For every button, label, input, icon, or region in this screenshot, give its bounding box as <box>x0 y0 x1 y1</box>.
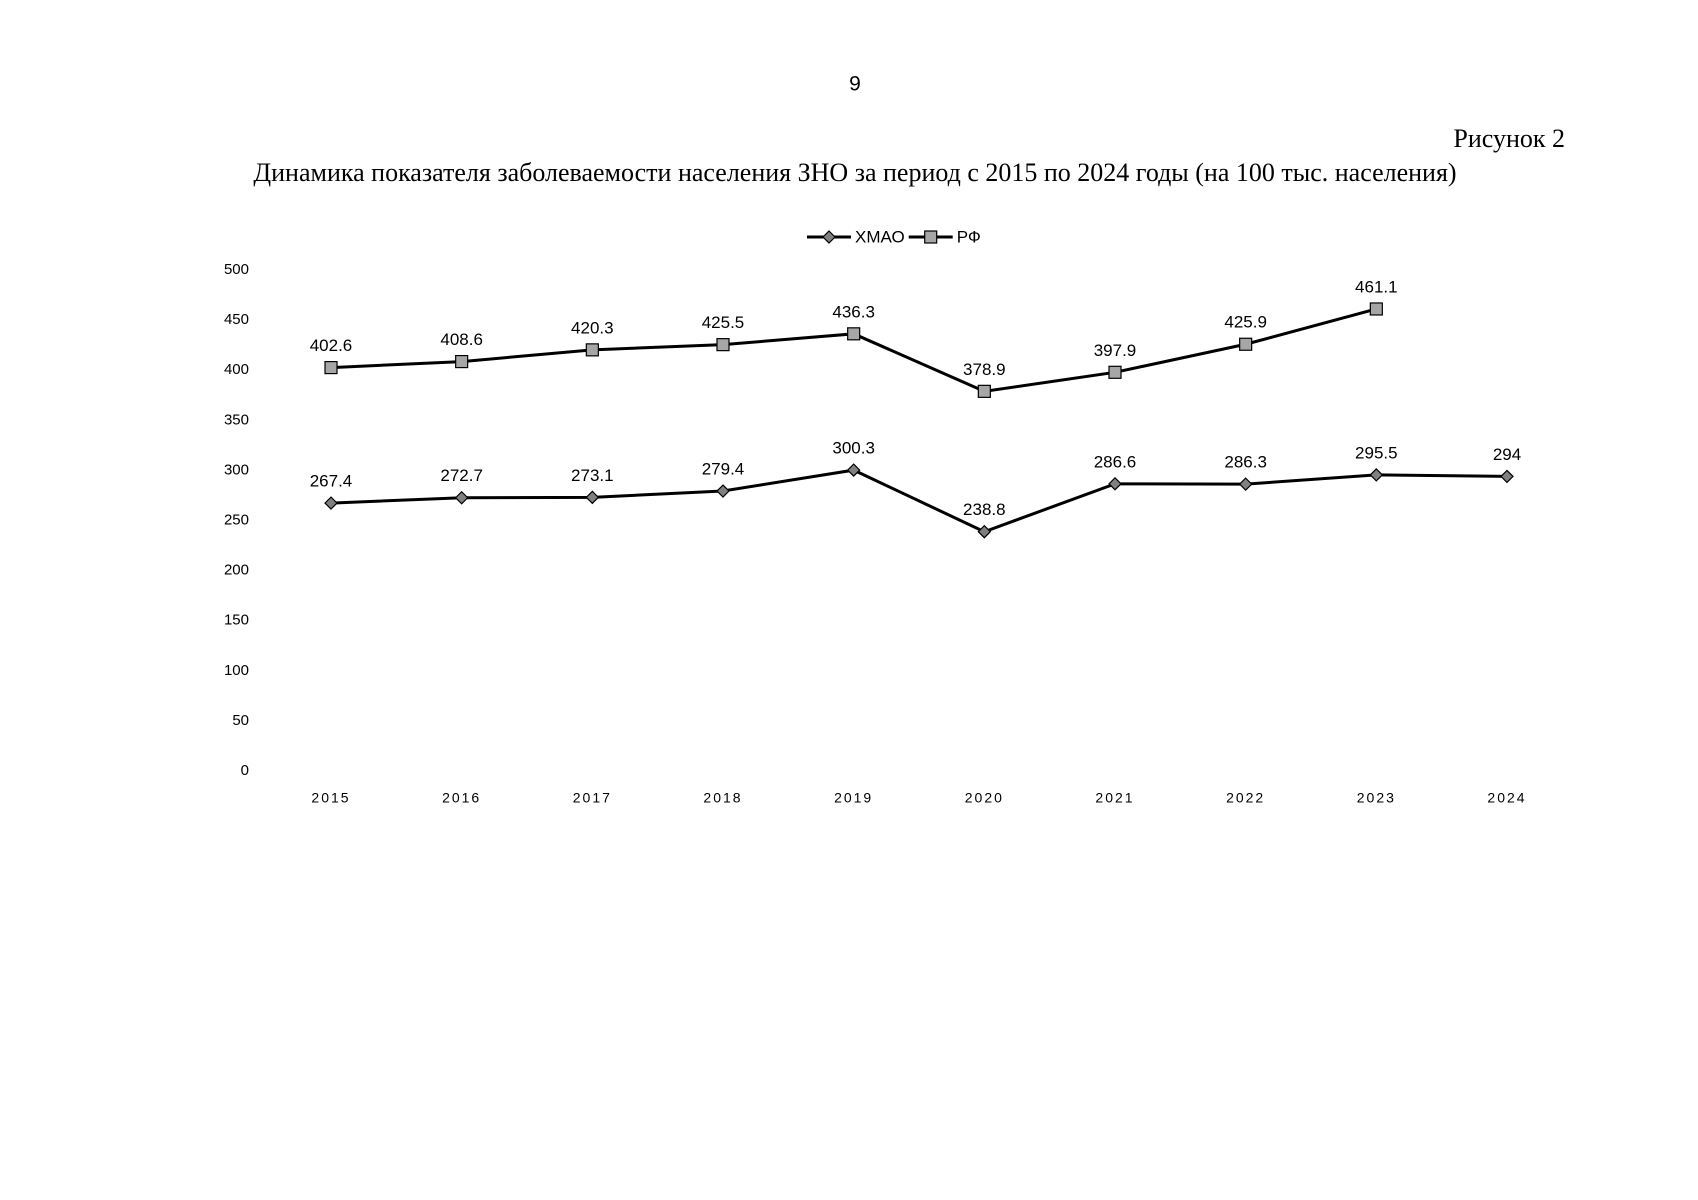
data-point <box>1500 469 1514 484</box>
data-point <box>1238 477 1253 491</box>
data-point <box>846 463 861 477</box>
x-tick-label: 2015 <box>311 790 350 806</box>
y-tick-label: 0 <box>241 762 249 779</box>
data-label: 425.9 <box>1224 313 1267 332</box>
page-number: 9 <box>849 73 861 96</box>
y-tick-label: 350 <box>224 411 249 428</box>
x-tick-label: 2018 <box>703 790 742 806</box>
data-point <box>1369 468 1384 482</box>
legend-label: РФ <box>957 227 981 246</box>
data-point <box>454 490 469 505</box>
data-label: 273.1 <box>571 466 614 485</box>
y-tick-label: 100 <box>224 662 249 679</box>
y-tick-label: 400 <box>224 361 249 378</box>
data-point <box>1108 365 1122 379</box>
data-point <box>585 343 599 357</box>
data-label: 238.8 <box>963 500 1006 519</box>
x-tick-label: 2023 <box>1357 790 1396 806</box>
x-tick-label: 2019 <box>834 790 873 806</box>
y-tick-label: 50 <box>232 712 249 729</box>
data-point <box>1239 337 1253 351</box>
data-label: 279.4 <box>702 460 745 479</box>
y-tick-label: 500 <box>224 261 249 278</box>
data-label: 267.4 <box>310 472 353 491</box>
data-point <box>716 484 730 498</box>
x-tick-label: 2017 <box>573 790 612 806</box>
y-tick-label: 250 <box>224 511 249 528</box>
data-point <box>847 327 861 341</box>
data-label: 286.6 <box>1094 452 1137 471</box>
series-line <box>330 468 1508 534</box>
y-tick-label: 450 <box>224 311 249 328</box>
data-label: 272.7 <box>440 466 483 485</box>
y-tick-label: 200 <box>224 562 249 579</box>
data-label: 425.5 <box>702 313 745 332</box>
figure-label: Рисунок 2 <box>1453 124 1565 153</box>
data-point <box>1108 476 1122 491</box>
x-tick-label: 2016 <box>442 790 481 806</box>
data-label: 402.6 <box>310 336 353 355</box>
data-label: 378.9 <box>963 360 1006 379</box>
data-label: 397.9 <box>1094 341 1137 360</box>
data-label: 408.6 <box>440 330 483 349</box>
legend-marker <box>924 230 938 244</box>
data-point <box>977 524 992 539</box>
data-label: 420.3 <box>571 318 614 337</box>
x-tick-label: 2022 <box>1226 790 1265 806</box>
data-point <box>1369 302 1383 316</box>
data-label: 436.3 <box>832 302 875 321</box>
data-label: 294 <box>1493 445 1521 464</box>
data-point <box>324 496 338 510</box>
data-point <box>455 354 469 369</box>
data-label: 286.3 <box>1224 453 1267 472</box>
y-tick-label: 150 <box>224 612 249 629</box>
data-point <box>324 360 338 375</box>
chart-title: Динамика показателя заболеваемости насел… <box>253 158 1456 187</box>
x-tick-label: 2024 <box>1487 790 1526 806</box>
data-label: 295.5 <box>1355 443 1398 462</box>
y-tick-label: 300 <box>224 461 249 478</box>
legend-marker <box>822 230 836 244</box>
x-tick-label: 2020 <box>965 790 1004 806</box>
data-label: 461.1 <box>1355 277 1398 296</box>
x-tick-label: 2021 <box>1095 790 1134 806</box>
legend-label: ХМАО <box>855 227 905 246</box>
data-point <box>585 490 600 505</box>
data-point <box>716 338 730 352</box>
data-label: 300.3 <box>832 439 875 458</box>
data-point <box>977 384 991 398</box>
